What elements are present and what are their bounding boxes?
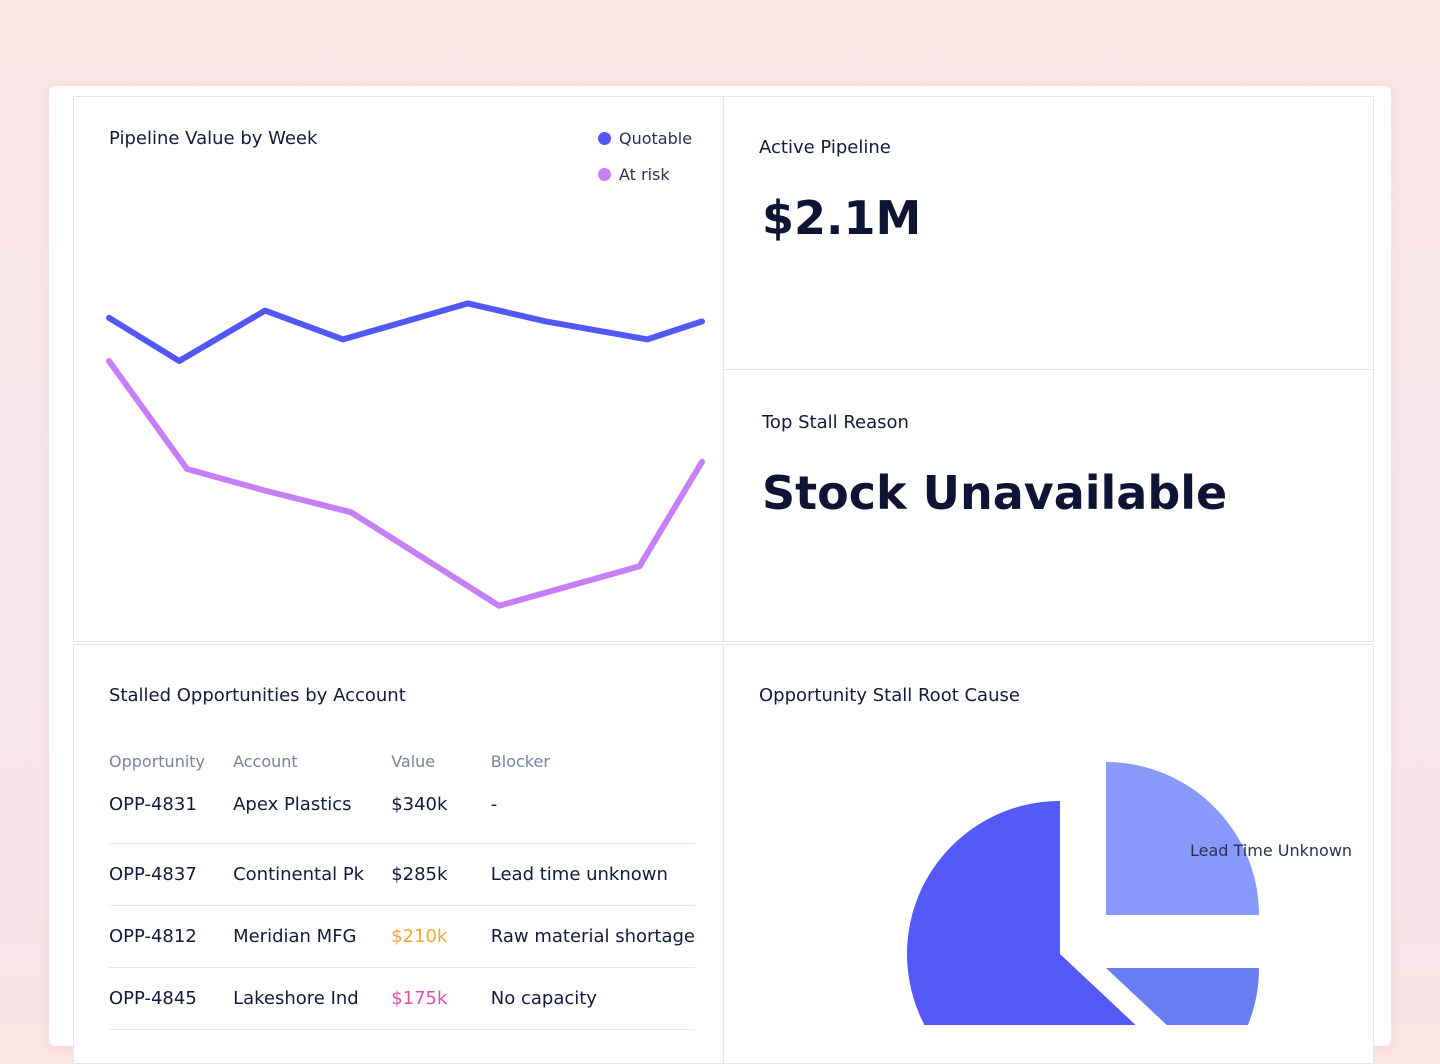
pie-title: Opportunity Stall Root Cause <box>759 685 1020 706</box>
opportunities-table: Opportunity Account Value Blocker OPP-48… <box>109 749 695 1030</box>
active-pipeline-panel: Active Pipeline $2.1M <box>723 96 1374 370</box>
table-row[interactable]: OPP-4812 Meridian MFG $210k Raw material… <box>109 905 695 968</box>
table-title: Stalled Opportunities by Account <box>109 685 406 706</box>
column-header[interactable]: Opportunity <box>109 751 206 771</box>
active-pipeline-label: Active Pipeline <box>759 137 891 158</box>
pie-slice-1[interactable] <box>1106 968 1259 1025</box>
pipeline-line-chart <box>106 300 705 609</box>
top-stall-value: Stock Unavailable <box>762 466 1228 520</box>
table-row[interactable]: OPP-4831 Apex Plastics $340k - <box>109 783 695 844</box>
cell-blocker: Raw material shortage <box>490 905 695 968</box>
legend-dot-icon <box>598 132 611 145</box>
root-cause-pie-chart <box>907 762 1259 1025</box>
cell-value: $285k <box>391 843 491 906</box>
active-pipeline-value: $2.1M <box>762 191 922 245</box>
legend-label: Quotable <box>619 129 693 148</box>
cell-account: Lakeshore Ind <box>233 967 392 1030</box>
pie-label-lead-time: Lead Time Unknown <box>1190 841 1353 860</box>
pie-slice-2[interactable] <box>907 801 1172 1025</box>
cell-opportunity: OPP-4837 <box>109 843 234 906</box>
cell-blocker: Lead time unknown <box>490 843 695 906</box>
legend-item-at-risk[interactable]: At risk <box>598 165 670 184</box>
cell-blocker: - <box>490 783 695 844</box>
pie-slice-lead-time-unknown[interactable] <box>1106 762 1259 915</box>
chart-title: Pipeline Value by Week <box>109 128 318 149</box>
legend-item-quotable[interactable]: Quotable <box>598 129 692 148</box>
cell-opportunity: OPP-4845 <box>109 967 234 1030</box>
cell-account: Continental Pk <box>233 843 392 906</box>
cell-account: Apex Plastics <box>233 783 392 844</box>
series-line-at-risk[interactable] <box>106 358 705 609</box>
table-row[interactable]: OPP-4845 Lakeshore Ind $175k No capacity <box>109 967 695 1030</box>
pipeline-chart-panel: Pipeline Value by Week Quotable At risk <box>73 96 724 642</box>
cell-opportunity: OPP-4831 <box>109 783 234 844</box>
stalled-opportunities-panel: Stalled Opportunities by Account Opportu… <box>73 644 724 1064</box>
cell-value: $340k <box>391 783 491 844</box>
cell-blocker: No capacity <box>490 967 695 1030</box>
stall-root-cause-panel: Opportunity Stall Root Cause Lead Time U… <box>723 644 1374 1064</box>
legend-label: At risk <box>619 165 670 184</box>
top-stall-panel: Top Stall Reason Stock Unavailable <box>723 369 1374 642</box>
table-header-row: Opportunity Account Value Blocker <box>109 749 695 783</box>
top-stall-label: Top Stall Reason <box>762 412 909 433</box>
column-header[interactable]: Value <box>391 751 436 771</box>
legend-dot-icon <box>598 168 611 181</box>
cell-account: Meridian MFG <box>233 905 392 968</box>
cell-value: $175k <box>391 967 491 1030</box>
column-header[interactable]: Blocker <box>490 751 550 771</box>
cell-value: $210k <box>391 905 491 968</box>
series-line-quotable[interactable] <box>106 300 705 364</box>
cell-opportunity: OPP-4812 <box>109 905 234 968</box>
table-row[interactable]: OPP-4837 Continental Pk $285k Lead time … <box>109 843 695 906</box>
column-header[interactable]: Account <box>233 751 298 771</box>
